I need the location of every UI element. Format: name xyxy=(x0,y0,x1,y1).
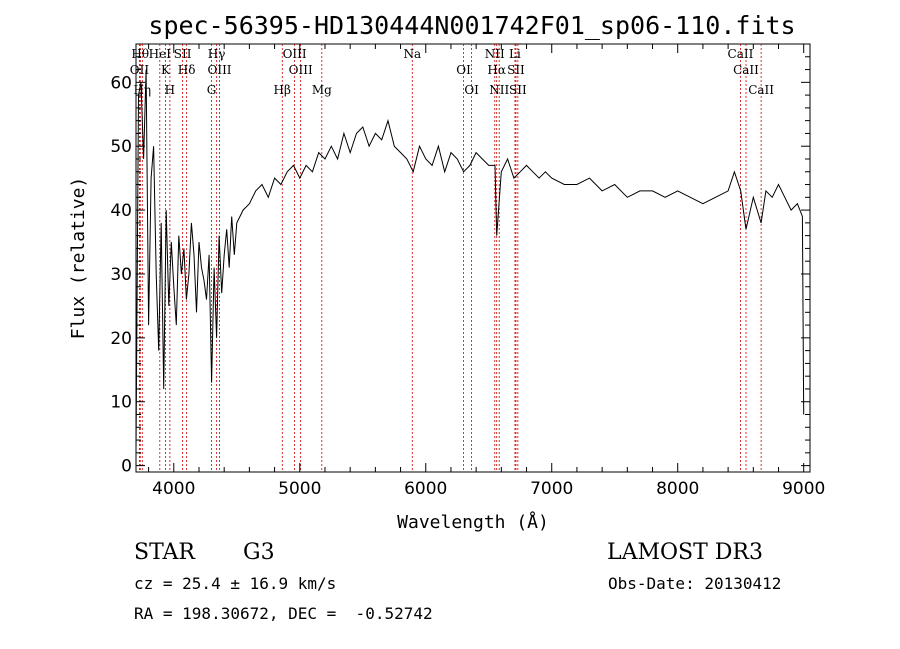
line-marker-label: NII xyxy=(489,83,509,97)
x-tick-label: 7000 xyxy=(530,479,573,499)
line-marker-label: Li xyxy=(509,47,521,61)
line-marker-label: SII xyxy=(507,63,525,77)
line-marker-label: CaII xyxy=(748,83,774,97)
y-axis-label: Flux (relative) xyxy=(68,177,89,340)
line-marker-label: OIII xyxy=(283,47,307,61)
x-tick-label: 9000 xyxy=(782,479,825,499)
line-marker-label: OIII xyxy=(207,63,231,77)
spectral-line-markers xyxy=(139,44,762,472)
y-tick-label: 0 xyxy=(121,457,132,477)
obs-date-text: Obs-Date: 20130412 xyxy=(608,574,782,593)
coordinates-text: RA = 198.30672, DEC = -0.52742 xyxy=(134,604,433,623)
x-axis: 4000 5000 6000 7000 8000 9000 xyxy=(148,44,825,499)
line-marker-label: CaII xyxy=(733,63,759,77)
y-tick-label: 40 xyxy=(110,201,132,221)
spectral-line-labels: HθOIIHηHeIKHSIIHδGHγOIIIHβOIIIOIIIMgNaOI… xyxy=(130,47,775,97)
x-tick-label: 5000 xyxy=(278,479,321,499)
y-tick-label: 10 xyxy=(110,393,132,413)
x-tick-label: 4000 xyxy=(152,479,195,499)
line-marker-label: Hθ xyxy=(131,47,149,61)
subclass-label: G3 xyxy=(243,540,275,565)
class-label: STAR xyxy=(134,540,195,565)
line-marker-label: K xyxy=(161,63,171,77)
line-marker-label: HeI xyxy=(149,47,172,61)
x-tick-label: 8000 xyxy=(656,479,699,499)
line-marker-label: Hα xyxy=(487,63,506,77)
y-axis: 0 10 20 30 40 50 60 xyxy=(110,56,810,477)
redshift-text: cz = 25.4 ± 16.9 km/s xyxy=(134,574,337,593)
x-axis-label: Wavelength (Å) xyxy=(397,511,549,533)
y-tick-label: 50 xyxy=(110,137,132,157)
chart-title: spec-56395-HD130444N001742F01_sp06-110.f… xyxy=(148,11,795,40)
line-marker-label: Hγ xyxy=(208,47,226,61)
line-marker-label: SII xyxy=(174,47,192,61)
x-tick-label: 6000 xyxy=(404,479,447,499)
line-marker-label: Hδ xyxy=(178,63,196,77)
line-marker-label: Mg xyxy=(312,83,332,97)
y-tick-label: 60 xyxy=(110,73,132,93)
line-marker-label: Hβ xyxy=(274,83,291,97)
survey-label: LAMOST DR3 xyxy=(607,540,763,565)
y-tick-label: 30 xyxy=(110,265,132,285)
plot-frame xyxy=(135,43,811,473)
line-marker-label: H xyxy=(165,83,175,97)
line-marker-label: NII xyxy=(485,47,505,61)
line-marker-label: SII xyxy=(509,83,527,97)
line-marker-label: Na xyxy=(403,47,421,61)
y-tick-label: 20 xyxy=(110,329,132,349)
line-marker-label: G xyxy=(207,83,217,97)
line-marker-label: OI xyxy=(456,63,471,77)
line-marker-label: OIII xyxy=(289,63,313,77)
spectrum-line xyxy=(135,69,805,453)
line-marker-label: CaII xyxy=(728,47,754,61)
line-marker-label: OI xyxy=(464,83,479,97)
